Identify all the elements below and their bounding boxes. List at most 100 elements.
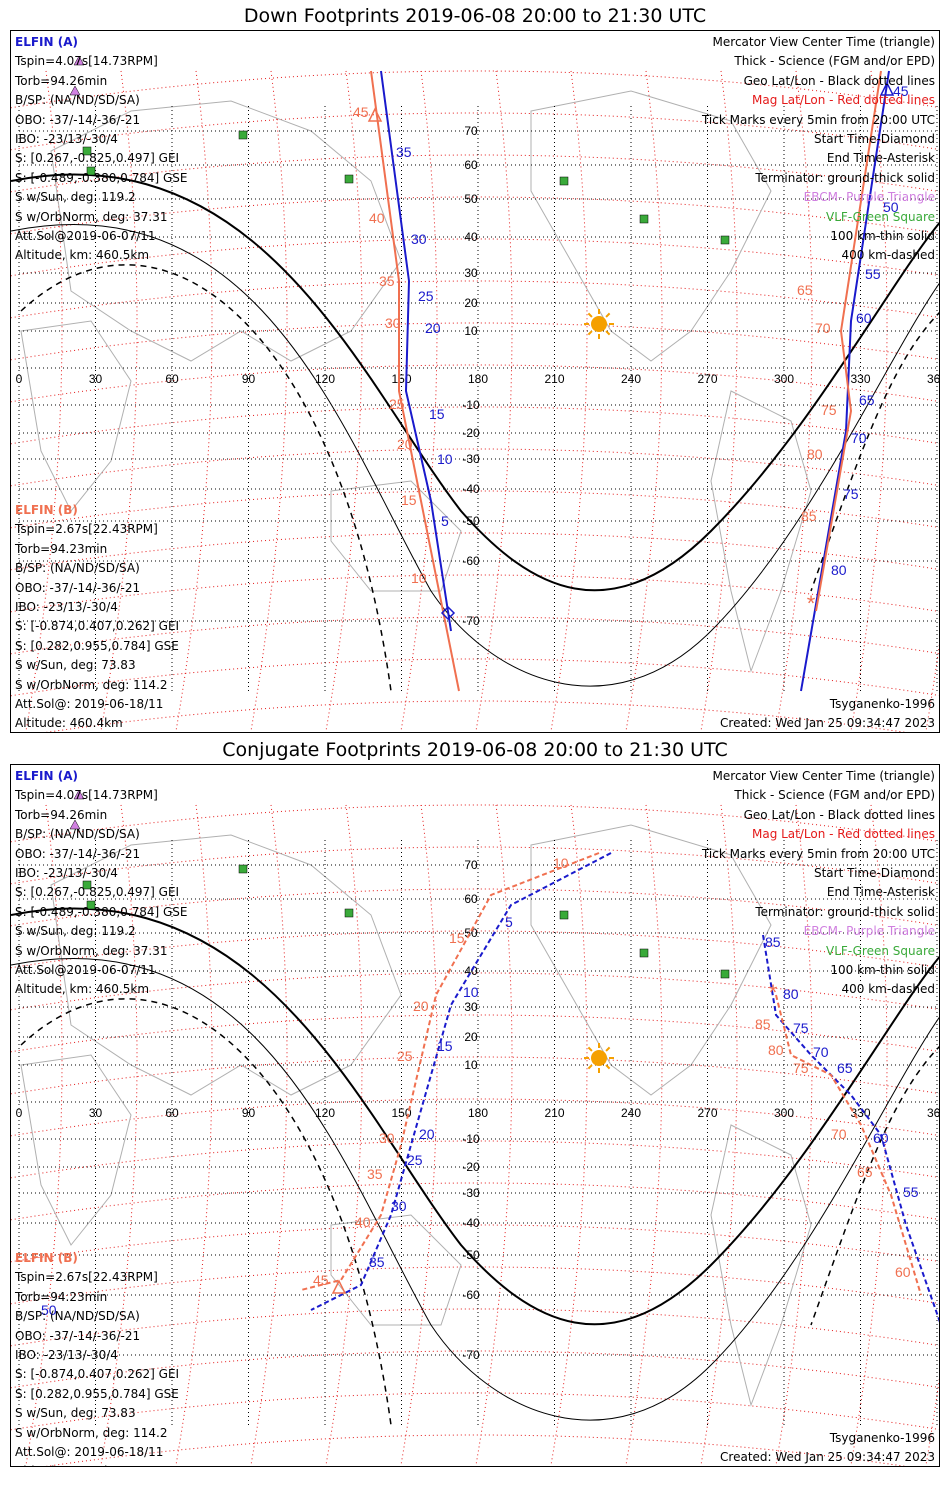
australia-coast: [330, 1214, 462, 1326]
elfin-b-s-sun: S w/Sun, deg: 73.83: [15, 1406, 136, 1421]
mag-lon-line: [625, 70, 663, 732]
ebcm-triangle-icon: [69, 819, 81, 830]
elfin-b-tick-label: 65: [797, 282, 813, 298]
elfin-a-s-gei: S: [0.267,-0.825,0.497] GEI: [15, 151, 180, 166]
elfin-a-tick-label: 80: [831, 562, 847, 578]
vlf-square-icon: [86, 166, 96, 176]
legend-mercator: Mercator View Center Time (triangle): [712, 35, 935, 49]
elfin-a-track-west: [310, 852, 612, 1311]
vlf-square-icon: [720, 235, 730, 245]
elfin-a-tspin: Tspin=4.07s[14.73RPM]: [15, 788, 158, 803]
legend-geo: Geo Lat/Lon - Black dotted lines: [743, 807, 935, 822]
elfin-b-center-triangle-icon: [331, 1279, 347, 1294]
elfin-a-altitude: Altitude, km: 460.5km: [15, 982, 150, 997]
elfin-a-center-triangle-icon: [879, 81, 895, 96]
elfin-a-tick-label: 55: [865, 266, 881, 282]
elfin-b-ibo: IBO: -23/13/-30/4: [15, 1348, 118, 1363]
mag-lon-line: [400, 70, 438, 732]
elfin-a-s-gse: S: [-0.489,-0.380,0.784] GSE: [15, 170, 188, 185]
elfin-b-ibo: IBO: -23/13/-30/4: [15, 600, 118, 615]
mag-lon-line: [625, 804, 663, 1466]
elfin-b-tick-label: 75: [821, 402, 837, 418]
lon-tick-label: 330: [850, 372, 870, 386]
sun-ray: [587, 1046, 593, 1052]
mag-lon-line: [25, 70, 63, 732]
vlf-square-icon: [238, 130, 248, 140]
lat-tick-label: 40: [464, 964, 478, 978]
lat-tick-label: -60: [462, 1288, 480, 1302]
terminator-100km-line: [11, 958, 939, 1421]
elfin-a-torb: Torb=94.26min: [15, 73, 108, 88]
legend-100km: 100 km-thin solid: [830, 229, 935, 244]
ebcm-triangle-icon: [69, 85, 81, 96]
elfin-b-tick-label: 70: [815, 320, 831, 336]
elfin-a-att-sol: Att.Sol@2019-06-07/11: [15, 229, 156, 244]
legend-start: Start Time-Diamond: [813, 866, 935, 881]
elfin-a-tick-label: 15: [437, 1038, 453, 1054]
elfin-a-tick-label: 10: [463, 984, 479, 1000]
mag-lon-line: [250, 804, 288, 1466]
elfin-b-tspin: Tspin=2.67s[22.43RPM]: [15, 1270, 158, 1285]
elfin-a-track-west: [380, 70, 452, 632]
sun-ray: [605, 1064, 611, 1070]
lat-tick-label: 10: [464, 324, 478, 338]
elfin-a-tspin: Tspin=4.07s[14.73RPM]: [15, 54, 158, 69]
sun-ray: [605, 1046, 611, 1052]
lat-tick-label: 60: [464, 892, 478, 906]
legend-mercator: Mercator View Center Time (triangle): [712, 769, 935, 783]
elfin-b-torb: Torb=94.23min: [15, 541, 108, 556]
elfin-a-tick-label: 55: [903, 1184, 919, 1200]
legend-ebcm: EBCM- Purple Triangle: [803, 924, 935, 939]
lon-tick-label: 120: [315, 372, 335, 386]
legend-end: End Time-Asterisk: [826, 151, 935, 166]
elfin-b-tick-label: 65: [857, 1164, 873, 1180]
elfin-b-s-orbnorm: S w/OrbNorm, deg: 114.2: [15, 677, 168, 692]
lon-tick-label: 60: [165, 1106, 179, 1120]
ebcm-triangle-icon: [73, 55, 85, 66]
elfin-b-name: ELFIN (B): [15, 503, 78, 517]
lat-tick-label: -40: [462, 482, 480, 496]
mag-lon-line: [775, 70, 813, 732]
lon-tick-label: 210: [544, 372, 564, 386]
elfin-b-tick-label: 75: [793, 1060, 809, 1076]
lon-tick-label: 300: [774, 1106, 794, 1120]
lat-tick-label: -60: [462, 554, 480, 568]
lat-tick-label: 70: [464, 124, 478, 138]
elfin-b-info: ELFIN (B) Tspin=2.67s[22.43RPM] Torb=94.…: [15, 1249, 179, 1466]
terminator-ground-line: [11, 173, 939, 592]
elfin-b-tick-label: 30: [379, 1130, 395, 1146]
elfin-a-s-sun: S w/Sun, deg: 119.2: [15, 190, 136, 205]
elfin-a-tick-label: 20: [425, 320, 441, 336]
vlf-square-icon: [238, 864, 248, 874]
top-panel-title: Down Footprints 2019-06-08 20:00 to 21:3…: [243, 5, 707, 27]
lat-tick-label: -70: [462, 614, 480, 628]
elfin-a-name: ELFIN (A): [15, 769, 78, 783]
lon-tick-label: 360: [927, 1106, 940, 1120]
elfin-b-tick-label: 20: [413, 998, 429, 1014]
mag-lon-line: [175, 70, 213, 732]
legend-start: Start Time-Diamond: [813, 132, 935, 147]
mag-lon-line: [700, 804, 738, 1466]
africa-coast: [20, 1054, 132, 1246]
elfin-b-track-west: [370, 70, 460, 692]
lon-tick-label: 360: [927, 372, 940, 386]
elfin-b-track-east: [815, 70, 882, 612]
elfin-a-tick-label: 25: [418, 288, 434, 304]
elfin-a-tick-label: 10: [437, 451, 453, 467]
elfin-b-tick-label: 40: [355, 1214, 371, 1230]
elfin-b-tick-label: 35: [367, 1166, 383, 1182]
legend: Mercator View Center Time (triangle) Thi…: [702, 33, 935, 266]
elfin-b-tick-label: 10: [553, 855, 569, 871]
sun-ray: [587, 330, 593, 336]
down-footprints-panel: 0 30 60 90 120 150 180 210 240 270 300 330 360 70 60 50…: [10, 30, 940, 733]
elfin-b-info: ELFIN (B) Tspin=2.67s[22.43RPM] Torb=94.…: [15, 501, 179, 732]
mag-lon-line: [100, 804, 138, 1466]
mag-lon-line: [550, 70, 588, 732]
elfin-b-tick-label: 80: [768, 1042, 784, 1058]
elfin-a-s-orbnorm: S w/OrbNorm, deg: 37.31: [15, 209, 168, 224]
mag-lon-line: [100, 70, 138, 732]
elfin-a-tick-label: 20: [419, 1126, 435, 1142]
lon-tick-label: 0: [16, 372, 23, 386]
elfin-a-tick-label: 70: [851, 430, 867, 446]
terminator-400km-line: [810, 312, 939, 592]
